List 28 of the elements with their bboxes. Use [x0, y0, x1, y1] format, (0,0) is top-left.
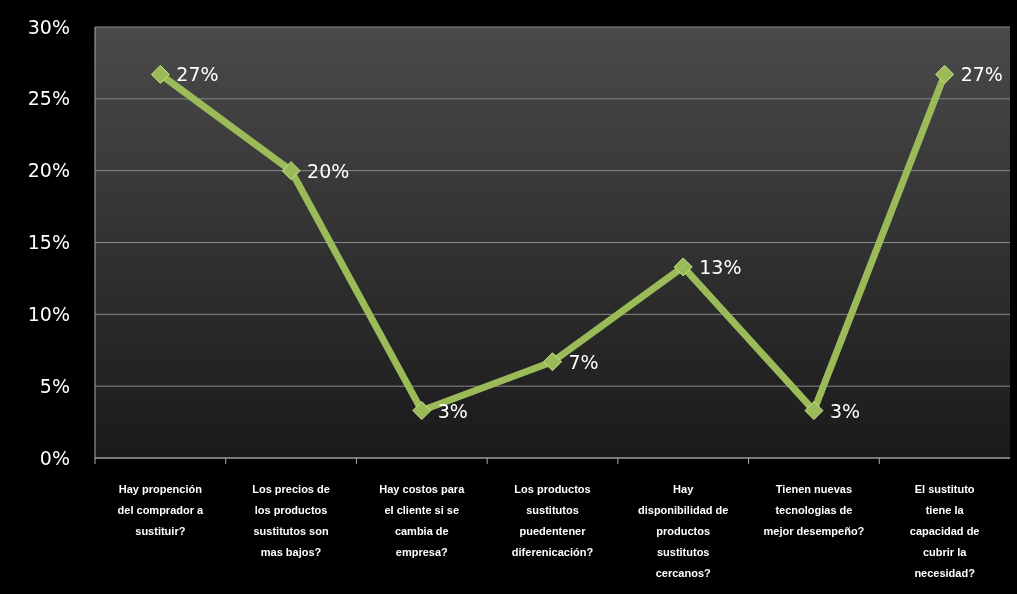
point	[935, 64, 955, 84]
x-tick-label: Los precios de los productos sustitutos son mas bajos?	[252, 483, 330, 558]
x-tick-label: Hay costos para el cliente si se cambia de empresa?	[379, 483, 466, 558]
y-tick-label: 10%	[27, 302, 70, 325]
data-label: 13%	[699, 255, 742, 278]
x-tick-label: Hay propención del comprador a sustituir?	[117, 483, 205, 537]
data-label: 20%	[307, 159, 350, 182]
data-label: 3%	[437, 399, 468, 422]
data-label: 27%	[176, 63, 219, 86]
point	[673, 257, 693, 277]
point	[543, 352, 562, 372]
data-label: 3%	[829, 399, 861, 422]
data-label: 7%	[568, 350, 599, 373]
y-tick-label: 25%	[27, 87, 70, 110]
y-tick-label: 15%	[27, 231, 70, 254]
point	[150, 64, 170, 84]
x-tick-label: El sustituto tiene la capacidad de cubrir la necesidad?	[909, 483, 980, 579]
y-tick-label: 0%	[39, 446, 70, 469]
x-tick-label: Tienen nuevas tecnologias de mejor desempeño?	[763, 483, 865, 537]
y-tick-label: 30%	[27, 15, 70, 38]
point	[281, 161, 301, 181]
point	[804, 401, 824, 421]
x-tick-label: Hay disponibilidad de productos sustitutos cercanos?	[637, 483, 729, 579]
y-tick-label: 20%	[27, 159, 70, 182]
y-tick-label: 5%	[39, 374, 70, 397]
point	[412, 401, 432, 421]
x-tick-label: Los productos sustitutos puedentener diferenicación?	[511, 483, 594, 558]
data-label: 27%	[960, 63, 1003, 86]
